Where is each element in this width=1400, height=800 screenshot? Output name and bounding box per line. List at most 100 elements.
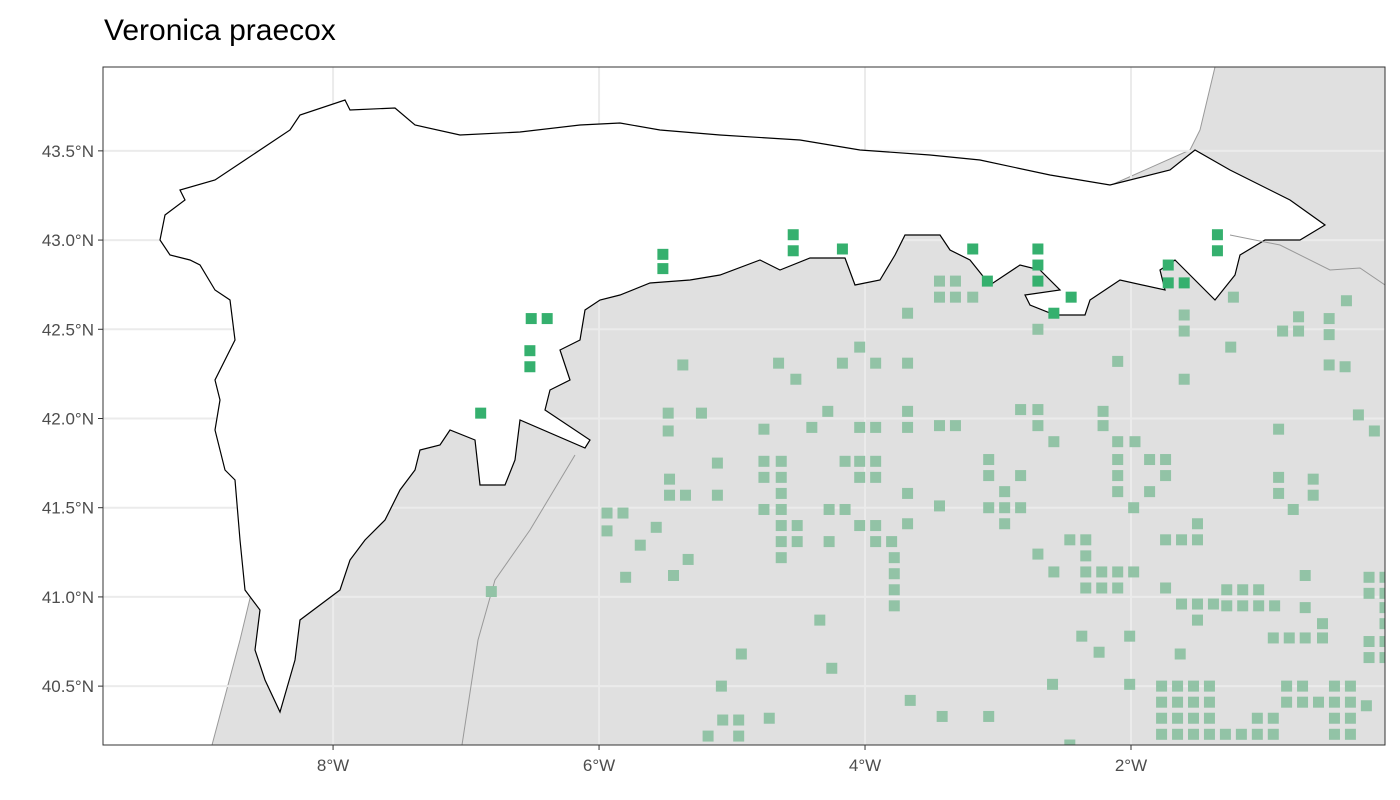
occurrence-point-outside — [1313, 696, 1325, 708]
occurrence-point-outside — [1124, 630, 1136, 642]
occurrence-point-outside — [1128, 566, 1140, 578]
occurrence-point-outside — [1328, 696, 1340, 708]
occurrence-point-inside — [475, 407, 487, 419]
occurrence-point-outside — [485, 586, 497, 598]
occurrence-point-outside — [664, 489, 676, 501]
occurrence-point-outside — [1172, 680, 1184, 692]
occurrence-point-outside — [870, 421, 882, 433]
occurrence-point-outside — [617, 507, 629, 519]
occurrence-point-outside — [1015, 470, 1027, 482]
occurrence-point-inside — [1065, 291, 1077, 303]
occurrence-point-outside — [1299, 602, 1311, 614]
occurrence-point-outside — [826, 662, 838, 674]
occurrence-point-outside — [1156, 728, 1168, 740]
occurrence-point-outside — [1277, 325, 1289, 337]
occurrence-point-outside — [854, 520, 866, 532]
occurrence-point-outside — [902, 357, 914, 369]
occurrence-point-outside — [836, 357, 848, 369]
occurrence-point-inside — [1211, 229, 1223, 241]
occurrence-point-outside — [1144, 454, 1156, 466]
occurrence-point-outside — [775, 503, 787, 515]
occurrence-point-inside — [1162, 259, 1174, 271]
occurrence-point-inside — [1162, 277, 1174, 289]
occurrence-point-outside — [1178, 309, 1190, 321]
occurrence-point-outside — [1328, 728, 1340, 740]
occurrence-point-outside — [1172, 712, 1184, 724]
occurrence-point-outside — [1379, 636, 1385, 648]
occurrence-point-outside — [888, 600, 900, 612]
occurrence-point-outside — [1344, 712, 1356, 724]
occurrence-point-outside — [1307, 489, 1319, 501]
occurrence-point-outside — [1128, 502, 1140, 514]
occurrence-point-outside — [695, 407, 707, 419]
occurrence-point-outside — [1344, 728, 1356, 740]
occurrence-point-inside — [787, 245, 799, 257]
occurrence-point-outside — [1032, 404, 1044, 416]
occurrence-point-outside — [1237, 584, 1249, 596]
occurrence-point-outside — [763, 712, 775, 724]
occurrence-point-outside — [1112, 566, 1124, 578]
occurrence-point-outside — [933, 291, 945, 303]
occurrence-point-outside — [1251, 728, 1263, 740]
x-tick-label: 6°W — [583, 756, 615, 775]
y-tick-label: 40.5°N — [42, 677, 94, 696]
occurrence-point-outside — [711, 489, 723, 501]
occurrence-point-outside — [854, 341, 866, 353]
occurrence-point-outside — [773, 357, 785, 369]
occurrence-point-outside — [902, 421, 914, 433]
occurrence-point-outside — [711, 457, 723, 469]
occurrence-point-outside — [870, 357, 882, 369]
occurrence-point-outside — [1178, 373, 1190, 385]
occurrence-point-outside — [1267, 728, 1279, 740]
occurrence-point-outside — [1363, 587, 1375, 599]
occurrence-point-outside — [888, 552, 900, 564]
points-layer — [475, 229, 1385, 745]
occurrence-point-outside — [1187, 712, 1199, 724]
occurrence-point-outside — [1299, 632, 1311, 644]
occurrence-point-outside — [1187, 680, 1199, 692]
occurrence-point-outside — [1297, 680, 1309, 692]
occurrence-point-outside — [888, 568, 900, 580]
occurrence-point-outside — [1251, 712, 1263, 724]
occurrence-point-outside — [1379, 587, 1385, 599]
occurrence-point-inside — [967, 243, 979, 255]
map-title: Veronica praecox — [104, 14, 336, 47]
occurrence-point-outside — [682, 553, 694, 565]
occurrence-point-outside — [735, 648, 747, 660]
occurrence-point-outside — [634, 539, 646, 551]
occurrence-point-outside — [983, 454, 995, 466]
y-tick-label: 41.5°N — [42, 499, 94, 518]
occurrence-point-outside — [999, 502, 1011, 514]
occurrence-point-outside — [679, 489, 691, 501]
occurrence-point-outside — [1253, 584, 1265, 596]
occurrence-point-outside — [1363, 571, 1375, 583]
occurrence-point-outside — [1203, 728, 1215, 740]
occurrence-point-outside — [949, 275, 961, 287]
occurrence-point-outside — [1360, 700, 1372, 712]
occurrence-point-outside — [983, 502, 995, 514]
occurrence-point-outside — [775, 536, 787, 548]
occurrence-point-outside — [1207, 598, 1219, 610]
occurrence-point-outside — [664, 473, 676, 485]
y-tick-label: 43.0°N — [42, 231, 94, 250]
occurrence-point-outside — [1047, 678, 1059, 690]
occurrence-point-outside — [1064, 739, 1076, 745]
occurrence-point-outside — [790, 373, 802, 385]
occurrence-point-outside — [1112, 454, 1124, 466]
occurrence-point-outside — [1080, 550, 1092, 562]
occurrence-point-outside — [733, 714, 745, 726]
occurrence-point-outside — [1379, 571, 1385, 583]
occurrence-point-outside — [902, 487, 914, 499]
occurrence-point-outside — [1064, 534, 1076, 546]
occurrence-point-outside — [662, 407, 674, 419]
occurrence-point-outside — [870, 455, 882, 467]
occurrence-point-outside — [1267, 712, 1279, 724]
occurrence-point-outside — [1015, 404, 1027, 416]
occurrence-point-outside — [902, 307, 914, 319]
occurrence-point-outside — [1328, 712, 1340, 724]
occurrence-point-outside — [1097, 405, 1109, 417]
x-tick-label: 2°W — [1115, 756, 1147, 775]
occurrence-point-outside — [733, 730, 745, 742]
occurrence-point-outside — [791, 520, 803, 532]
